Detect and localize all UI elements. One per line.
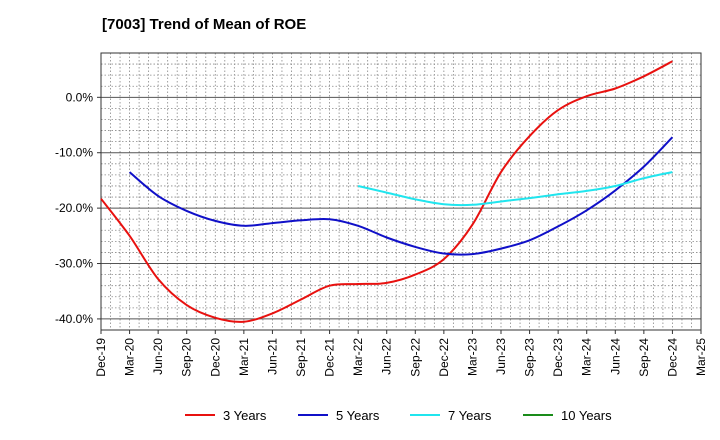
x-tick-label: Jun-20 xyxy=(151,338,165,375)
x-tick-label: Mar-25 xyxy=(694,338,708,376)
x-tick-label: Sep-20 xyxy=(180,338,194,377)
plot-area xyxy=(100,52,702,331)
legend-label: 3 Years xyxy=(223,408,267,423)
x-tick-label: Sep-23 xyxy=(523,338,537,377)
series-lines xyxy=(100,60,674,323)
legend-label: 5 Years xyxy=(336,408,380,423)
x-tick-label: Dec-19 xyxy=(94,338,108,377)
series-line-7-years xyxy=(357,171,673,207)
legend: 3 Years 5 Years 7 Years 10 Years xyxy=(185,408,612,423)
y-tick-label: 0.0% xyxy=(66,90,94,104)
series-line-3-years xyxy=(100,60,673,323)
x-tick-label: Sep-21 xyxy=(294,338,308,377)
x-tick-label: Dec-20 xyxy=(208,338,222,377)
x-axis: Dec-19 Mar-20 Jun-20 Sep-20 Dec-20 Mar-21 Jun-… xyxy=(94,330,708,377)
grid-lines xyxy=(101,53,701,330)
x-tick-label: Jun-24 xyxy=(608,338,622,375)
x-tick-label: Dec-23 xyxy=(551,338,565,377)
y-tick-label: -20.0% xyxy=(55,201,93,215)
legend-label: 10 Years xyxy=(561,408,612,423)
x-tick-label: Dec-24 xyxy=(665,338,679,377)
x-tick-label: Jun-22 xyxy=(380,338,394,375)
x-tick-label: Jun-21 xyxy=(265,338,279,375)
legend-label: 7 Years xyxy=(448,408,492,423)
x-tick-label: Mar-20 xyxy=(123,338,137,376)
series-line-5-years xyxy=(128,136,674,256)
x-tick-label: Mar-23 xyxy=(465,338,479,376)
x-tick-label: Mar-24 xyxy=(580,338,594,376)
y-tick-label: -40.0% xyxy=(55,312,93,326)
x-tick-label: Sep-24 xyxy=(637,338,651,377)
x-tick-label: Mar-22 xyxy=(351,338,365,376)
x-tick-label: Mar-21 xyxy=(237,338,251,376)
x-tick-label: Jun-23 xyxy=(494,338,508,375)
y-axis: 0.0% -10.0% -20.0% -30.0% -40.0% xyxy=(55,90,101,326)
x-tick-label: Sep-22 xyxy=(408,338,422,377)
x-tick-label: Dec-22 xyxy=(437,338,451,377)
y-tick-label: -30.0% xyxy=(55,257,93,271)
x-tick-label: Dec-21 xyxy=(323,338,337,377)
y-tick-label: -10.0% xyxy=(55,146,93,160)
chart-title: [7003] Trend of Mean of ROE xyxy=(102,16,307,33)
